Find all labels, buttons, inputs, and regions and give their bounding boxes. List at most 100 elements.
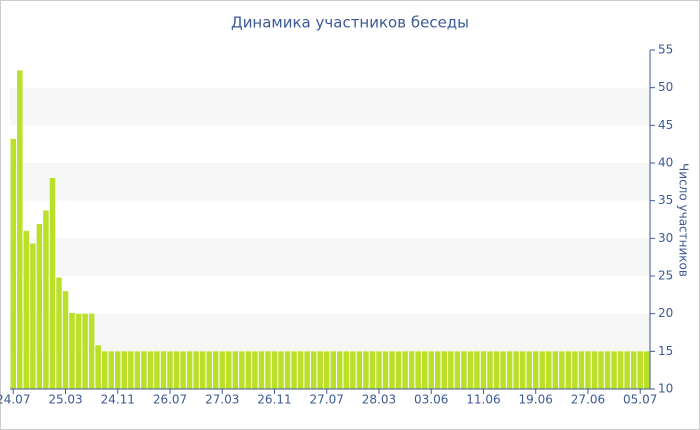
bar	[297, 351, 304, 389]
bar	[56, 277, 62, 389]
bar	[128, 351, 134, 389]
bar	[591, 351, 598, 389]
bar	[173, 351, 180, 389]
x-tick-label: 28.03	[362, 393, 396, 407]
bar	[69, 312, 75, 389]
bar	[239, 351, 245, 389]
bar	[258, 351, 265, 389]
y-axis-label: Число участников	[677, 163, 691, 277]
bar	[245, 351, 252, 389]
x-tick-label: 11.06	[466, 393, 500, 407]
bar	[487, 351, 493, 389]
bar	[337, 351, 343, 389]
y-tick-label: 45	[658, 118, 673, 132]
bar	[167, 351, 173, 389]
bar	[604, 351, 611, 389]
bar	[141, 351, 147, 389]
bar	[23, 230, 30, 389]
bar	[186, 351, 193, 389]
bar	[611, 351, 617, 389]
bar	[552, 351, 559, 389]
bar	[513, 351, 519, 389]
y-tick-label: 15	[658, 344, 673, 358]
bar	[395, 351, 402, 389]
bar	[428, 351, 434, 389]
bar	[219, 351, 225, 389]
y-tick-label: 25	[658, 269, 673, 283]
bar	[532, 351, 539, 389]
bar	[330, 351, 337, 389]
bar	[356, 351, 363, 389]
bar	[180, 351, 186, 389]
bar	[493, 351, 500, 389]
bar	[559, 351, 565, 389]
y-tick-label: 50	[658, 80, 673, 94]
bar	[62, 291, 69, 389]
bar	[585, 351, 591, 389]
bar	[578, 351, 585, 389]
bar	[546, 351, 552, 389]
bar	[637, 351, 643, 389]
x-tick-label: 26.07	[153, 393, 187, 407]
bar	[278, 351, 284, 389]
bar	[382, 351, 389, 389]
y-tick-label: 30	[658, 231, 673, 245]
bar	[526, 351, 532, 389]
bar	[206, 351, 212, 389]
bar	[435, 351, 441, 389]
grid-band	[10, 87, 650, 126]
y-tick-label: 55	[658, 43, 673, 57]
bar	[317, 351, 323, 389]
bar	[506, 351, 513, 389]
bar	[369, 351, 376, 389]
bar	[134, 351, 141, 389]
bar	[95, 345, 101, 389]
bar	[323, 351, 330, 389]
bar	[310, 351, 317, 389]
bar	[108, 351, 114, 389]
bar	[572, 351, 578, 389]
bar	[160, 351, 167, 389]
bar	[291, 351, 297, 389]
bar	[193, 351, 199, 389]
y-tick-label: 10	[658, 382, 673, 396]
bar	[480, 351, 487, 389]
bar	[467, 351, 474, 389]
bar	[265, 351, 271, 389]
grid-band	[10, 163, 650, 201]
bar	[519, 351, 526, 389]
bar	[389, 351, 395, 389]
chart-title: Динамика участников беседы	[231, 14, 469, 32]
bar	[630, 351, 637, 389]
x-tick-label: 24.07	[0, 393, 30, 407]
x-tick-label: 03.06	[414, 393, 448, 407]
bar	[212, 351, 219, 389]
bar	[617, 351, 624, 389]
x-tick-label: 27.03	[205, 393, 239, 407]
grid-band	[10, 238, 650, 276]
bar	[415, 351, 421, 389]
bar	[232, 351, 239, 389]
bar	[539, 351, 545, 389]
bar	[101, 351, 108, 389]
bar	[402, 351, 408, 389]
bar	[408, 351, 415, 389]
bar	[88, 313, 95, 389]
y-tick-label: 20	[658, 306, 673, 320]
bar	[199, 351, 206, 389]
bar	[49, 178, 56, 389]
bar	[643, 351, 650, 389]
bar	[43, 210, 49, 389]
bar	[598, 351, 604, 389]
bar	[284, 351, 291, 389]
x-tick-label: 26.11	[257, 393, 291, 407]
bar	[461, 351, 467, 389]
x-tick-label: 05.07	[623, 393, 657, 407]
bar	[304, 351, 310, 389]
bar	[500, 351, 506, 389]
grid-band	[10, 313, 650, 352]
bar	[154, 351, 160, 389]
bar	[10, 138, 17, 389]
bar	[75, 313, 82, 389]
